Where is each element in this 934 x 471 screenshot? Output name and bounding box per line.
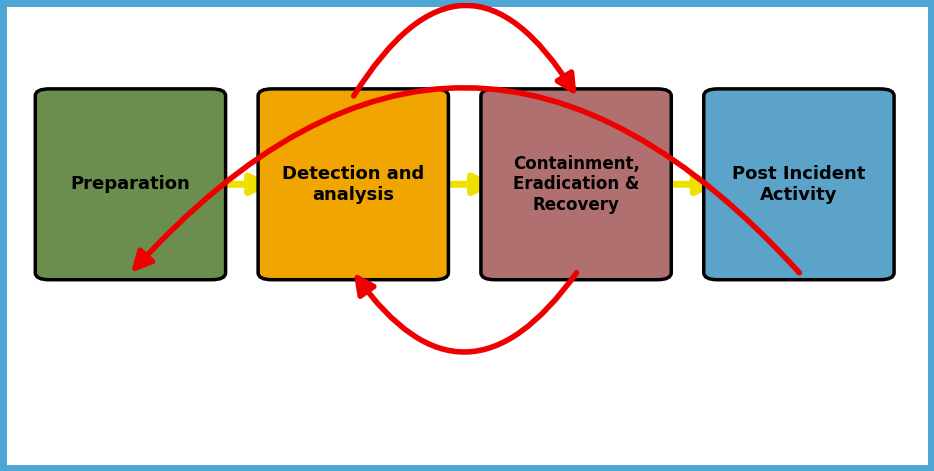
FancyArrowPatch shape: [358, 273, 576, 352]
FancyBboxPatch shape: [481, 89, 672, 280]
FancyArrowPatch shape: [135, 88, 800, 273]
Text: Detection and
analysis: Detection and analysis: [282, 165, 424, 203]
Text: Post Incident
Activity: Post Incident Activity: [732, 165, 866, 203]
FancyBboxPatch shape: [258, 89, 448, 280]
Text: Preparation: Preparation: [71, 175, 191, 193]
FancyBboxPatch shape: [35, 89, 226, 280]
Text: Containment,
Eradication &
Recovery: Containment, Eradication & Recovery: [513, 154, 640, 214]
FancyBboxPatch shape: [703, 89, 894, 280]
FancyArrowPatch shape: [354, 5, 573, 96]
